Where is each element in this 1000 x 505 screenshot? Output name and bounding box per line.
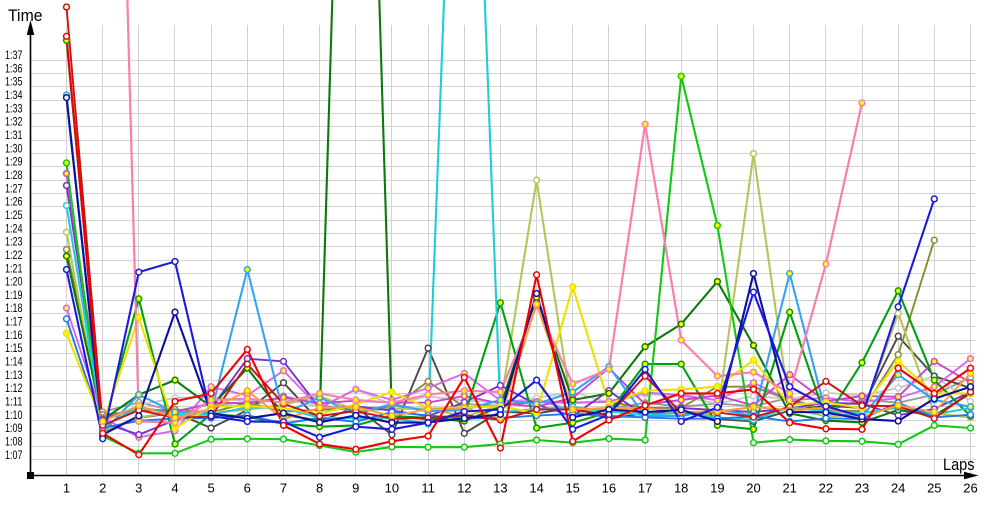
svg-text:1:32: 1:32 (5, 115, 23, 129)
svg-text:1:36: 1:36 (5, 61, 23, 75)
svg-text:1:35: 1:35 (5, 75, 23, 89)
svg-text:1:08: 1:08 (5, 435, 23, 449)
svg-text:19: 19 (710, 481, 724, 496)
svg-text:6: 6 (244, 481, 251, 496)
svg-text:5: 5 (207, 481, 214, 496)
svg-text:1:10: 1:10 (5, 408, 23, 422)
svg-text:1:25: 1:25 (5, 208, 23, 222)
svg-text:17: 17 (638, 481, 652, 496)
svg-text:24: 24 (891, 481, 905, 496)
svg-text:1: 1 (63, 481, 70, 496)
svg-text:23: 23 (855, 481, 869, 496)
svg-text:22: 22 (819, 481, 833, 496)
svg-text:2: 2 (99, 481, 106, 496)
svg-text:1:37: 1:37 (5, 48, 23, 62)
svg-text:1:17: 1:17 (5, 315, 23, 329)
svg-text:1:12: 1:12 (5, 381, 23, 395)
svg-text:1:07: 1:07 (5, 448, 23, 462)
svg-text:14: 14 (529, 481, 543, 496)
svg-text:1:09: 1:09 (5, 421, 23, 435)
svg-text:1:34: 1:34 (5, 88, 23, 102)
svg-text:1:33: 1:33 (5, 101, 23, 115)
svg-text:10: 10 (385, 481, 399, 496)
svg-text:1:20: 1:20 (5, 275, 23, 289)
svg-text:1:27: 1:27 (5, 181, 23, 195)
svg-text:25: 25 (927, 481, 941, 496)
svg-text:12: 12 (457, 481, 471, 496)
svg-text:1:22: 1:22 (5, 248, 23, 262)
svg-text:Time: Time (8, 7, 43, 25)
svg-text:9: 9 (352, 481, 359, 496)
svg-text:1:11: 1:11 (5, 395, 23, 409)
svg-text:4: 4 (171, 481, 178, 496)
svg-text:1:24: 1:24 (5, 221, 23, 235)
svg-text:20: 20 (746, 481, 760, 496)
svg-text:1:16: 1:16 (5, 328, 23, 342)
svg-text:13: 13 (493, 481, 507, 496)
svg-text:Laps: Laps (943, 456, 975, 474)
svg-text:1:29: 1:29 (5, 155, 23, 169)
svg-text:26: 26 (963, 481, 977, 496)
svg-text:1:28: 1:28 (5, 168, 23, 182)
svg-text:1:14: 1:14 (5, 355, 23, 369)
svg-text:8: 8 (316, 481, 323, 496)
svg-text:7: 7 (280, 481, 287, 496)
svg-text:1:15: 1:15 (5, 341, 23, 355)
svg-text:18: 18 (674, 481, 688, 496)
svg-text:3: 3 (135, 481, 142, 496)
svg-text:1:30: 1:30 (5, 141, 23, 155)
svg-text:1:21: 1:21 (5, 261, 23, 275)
svg-text:11: 11 (421, 481, 435, 496)
svg-text:1:19: 1:19 (5, 288, 23, 302)
svg-text:1:13: 1:13 (5, 368, 23, 382)
svg-text:15: 15 (565, 481, 579, 496)
svg-text:1:31: 1:31 (5, 128, 23, 142)
svg-text:21: 21 (782, 481, 796, 496)
svg-text:16: 16 (602, 481, 616, 496)
svg-text:1:18: 1:18 (5, 301, 23, 315)
svg-text:1:23: 1:23 (5, 235, 23, 249)
svg-text:1:26: 1:26 (5, 195, 23, 209)
